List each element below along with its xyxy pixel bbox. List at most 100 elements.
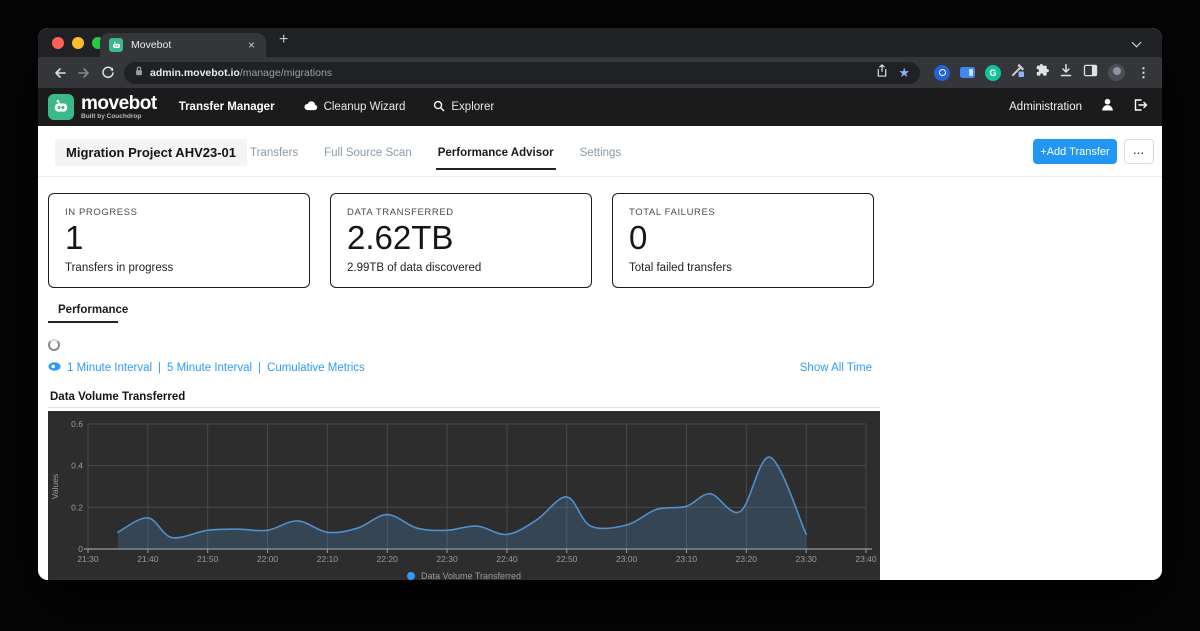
app-navbar: movebot Built by Couchdrop Transfer Mana… — [38, 88, 1162, 126]
project-tabs: Transfers Full Source Scan Performance A… — [250, 147, 622, 170]
user-icon[interactable] — [1100, 97, 1115, 117]
app-nav: Transfer Manager Cleanup Wizard Explorer — [178, 100, 494, 115]
stat-caption: 2.99TB of data discovered — [347, 262, 482, 275]
tab-full-source-scan[interactable]: Full Source Scan — [324, 147, 412, 159]
window-controls — [52, 37, 104, 49]
profile-avatar[interactable] — [1108, 64, 1125, 81]
extension-icons: G ⋮ — [928, 63, 1152, 82]
header-divider — [38, 176, 1162, 177]
stat-label: TOTAL FAILURES — [629, 207, 716, 218]
svg-text:23:40: 23:40 — [855, 554, 877, 564]
card-extension-icon[interactable] — [960, 67, 975, 78]
tab-transfers[interactable]: Transfers — [250, 147, 299, 159]
legend-dot-icon — [406, 572, 415, 580]
stat-caption: Total failed transfers — [629, 262, 732, 275]
svg-text:0.6: 0.6 — [71, 419, 83, 429]
svg-text:22:50: 22:50 — [556, 554, 578, 564]
stat-card-data-transferred: DATA TRANSFERRED 2.62TB 2.99TB of data d… — [330, 193, 592, 288]
link-5-minute-interval[interactable]: 5 Minute Interval — [167, 362, 253, 374]
svg-text:21:40: 21:40 — [137, 554, 159, 564]
stat-value: 1 — [65, 219, 84, 256]
stat-label: DATA TRANSFERRED — [347, 207, 454, 218]
chart-title: Data Volume Transferred — [50, 391, 186, 403]
stat-value: 2.62TB — [347, 219, 454, 256]
link-show-all-time[interactable]: Show All Time — [799, 362, 872, 374]
browser-tab-strip: Movebot × + — [38, 28, 1162, 57]
more-actions-button[interactable]: ... — [1124, 139, 1154, 164]
url-bar[interactable]: admin.movebot.io/manage/migrations ★ — [124, 61, 920, 84]
search-icon — [433, 100, 445, 115]
nav-transfer-manager[interactable]: Transfer Manager — [178, 101, 275, 113]
svg-text:22:40: 22:40 — [496, 554, 518, 564]
tab-search-chevron-icon[interactable] — [1131, 37, 1142, 48]
lock-icon[interactable] — [134, 64, 144, 82]
bookmark-star-icon[interactable]: ★ — [898, 65, 910, 80]
tab-settings[interactable]: Settings — [579, 147, 622, 159]
url-text: admin.movebot.io/manage/migrations — [150, 67, 332, 79]
tab-performance[interactable]: Performance — [58, 304, 129, 316]
add-transfer-button[interactable]: +Add Transfer — [1033, 139, 1117, 164]
stat-cards: IN PROGRESS 1 Transfers in progress DATA… — [48, 193, 874, 288]
close-window-button[interactable] — [52, 37, 64, 49]
close-tab-icon[interactable]: × — [247, 38, 255, 52]
chart-divider — [48, 407, 880, 408]
svg-text:22:20: 22:20 — [377, 554, 399, 564]
svg-text:0: 0 — [78, 544, 83, 554]
browser-menu-icon[interactable]: ⋮ — [1137, 64, 1150, 80]
url-path: /manage/migrations — [239, 66, 333, 79]
stat-label: IN PROGRESS — [65, 207, 138, 218]
movebot-logo-icon — [48, 94, 74, 120]
svg-text:23:00: 23:00 — [616, 554, 638, 564]
svg-text:0.2: 0.2 — [71, 502, 83, 512]
svg-text:22:00: 22:00 — [257, 554, 279, 564]
extensions-puzzle-icon[interactable] — [1035, 63, 1049, 82]
data-volume-chart: 0 0.2 0.4 0.6 21:30 21:40 21:50 22:00 22:10 22:20… — [48, 411, 880, 580]
svg-text:23:20: 23:20 — [736, 554, 758, 564]
tab-title: Movebot — [131, 39, 172, 51]
new-tab-button[interactable]: + — [279, 31, 289, 48]
browser-window: Movebot × + admin.movebot.io/manage/migr… — [38, 28, 1162, 580]
brand-tagline: Built by Couchdrop — [81, 112, 142, 120]
brand-name: movebot — [81, 92, 157, 114]
svg-text:21:50: 21:50 — [197, 554, 219, 564]
loading-spinner — [48, 339, 60, 351]
interval-controls: 1 Minute Interval | 5 Minute Interval | … — [48, 362, 872, 374]
color-picker-icon[interactable] — [1011, 63, 1025, 82]
tab-performance-advisor[interactable]: Performance Advisor — [435, 147, 556, 170]
svg-text:22:30: 22:30 — [436, 554, 458, 564]
onepassword-icon[interactable] — [934, 64, 950, 81]
svg-text:23:30: 23:30 — [796, 554, 818, 564]
cleanup-cloud-icon — [303, 100, 318, 114]
administration-link[interactable]: Administration — [1009, 101, 1082, 113]
stat-caption: Transfers in progress — [65, 262, 174, 275]
grammarly-icon[interactable]: G — [985, 64, 1001, 81]
stat-card-total-failures: TOTAL FAILURES 0 Total failed transfers — [612, 193, 874, 288]
browser-tab[interactable]: Movebot × — [100, 33, 266, 57]
svg-text:21:30: 21:30 — [77, 554, 99, 564]
sidebar-panel-icon[interactable] — [1083, 64, 1098, 82]
movebot-brand[interactable]: movebot Built by Couchdrop — [48, 94, 157, 121]
reload-button[interactable] — [96, 61, 120, 85]
performance-tab-underline — [48, 321, 118, 323]
svg-text:22:10: 22:10 — [317, 554, 339, 564]
logout-icon[interactable] — [1133, 98, 1148, 117]
nav-explorer[interactable]: Explorer — [433, 100, 494, 115]
url-domain: admin.movebot.io — [150, 66, 240, 79]
link-cumulative-metrics[interactable]: Cumulative Metrics — [267, 362, 365, 374]
forward-button[interactable] — [72, 61, 96, 85]
chart-legend[interactable]: Data Volume Transferred — [48, 571, 880, 580]
svg-text:Values: Values — [50, 474, 60, 499]
link-1-minute-interval[interactable]: 1 Minute Interval — [67, 362, 153, 374]
nav-cleanup-wizard[interactable]: Cleanup Wizard — [303, 100, 405, 114]
performance-chart[interactable]: 0 0.2 0.4 0.6 21:30 21:40 21:50 22:00 22:10 22:20… — [48, 411, 880, 571]
page-content: Migration Project AHV23-01 Transfers Ful… — [38, 126, 1162, 580]
minimize-window-button[interactable] — [72, 37, 84, 49]
stat-card-in-progress: IN PROGRESS 1 Transfers in progress — [48, 193, 310, 288]
share-icon[interactable] — [876, 63, 888, 82]
legend-label: Data Volume Transferred — [420, 571, 522, 580]
eye-icon — [48, 362, 61, 374]
back-button[interactable] — [48, 61, 72, 85]
svg-text:23:10: 23:10 — [676, 554, 698, 564]
stat-value: 0 — [629, 219, 648, 256]
downloads-icon[interactable] — [1059, 63, 1073, 82]
